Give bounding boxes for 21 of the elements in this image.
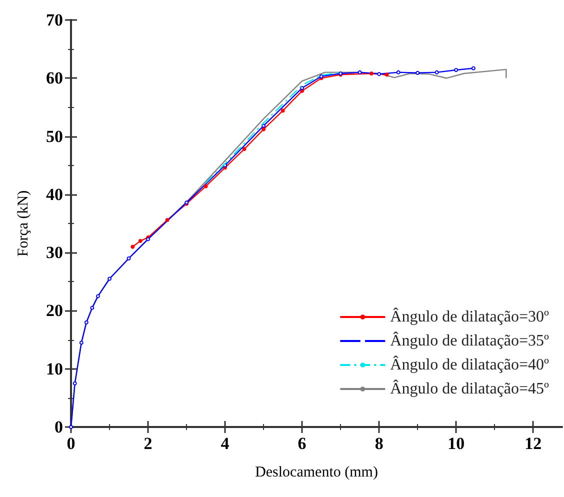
legend-label: Ângulo de dilatação=45º bbox=[390, 380, 550, 398]
y-tick-label: 10 bbox=[46, 359, 63, 378]
legend-label: Ângulo de dilatação=35º bbox=[390, 332, 550, 350]
x-tick-label: 6 bbox=[298, 434, 306, 453]
x-axis-title: Deslocamento (mm) bbox=[255, 464, 378, 480]
y-tick-label: 0 bbox=[54, 418, 63, 436]
y-tick-label: 70 bbox=[46, 10, 63, 30]
x-tick-label: 2 bbox=[144, 434, 152, 453]
x-tick-label: 8 bbox=[374, 434, 384, 453]
y-tick-label: 20 bbox=[46, 301, 63, 320]
y-tick-label: 60 bbox=[46, 68, 63, 88]
y-tick-label: 50 bbox=[46, 126, 63, 146]
x-tick-label: 0 bbox=[66, 434, 76, 453]
y-tick-label: 40 bbox=[46, 184, 63, 204]
x-tick-label: 4 bbox=[220, 434, 230, 453]
y-tick-label: 30 bbox=[46, 243, 63, 262]
x-tick-label: 10 bbox=[448, 434, 465, 453]
x-tick-label: 12 bbox=[524, 434, 542, 453]
y-axis-title: Força (kN) bbox=[16, 190, 32, 257]
legend-label: Ângulo de dilatação=30º bbox=[390, 308, 550, 326]
legend-label: Ângulo de dilatação=40º bbox=[390, 356, 550, 374]
